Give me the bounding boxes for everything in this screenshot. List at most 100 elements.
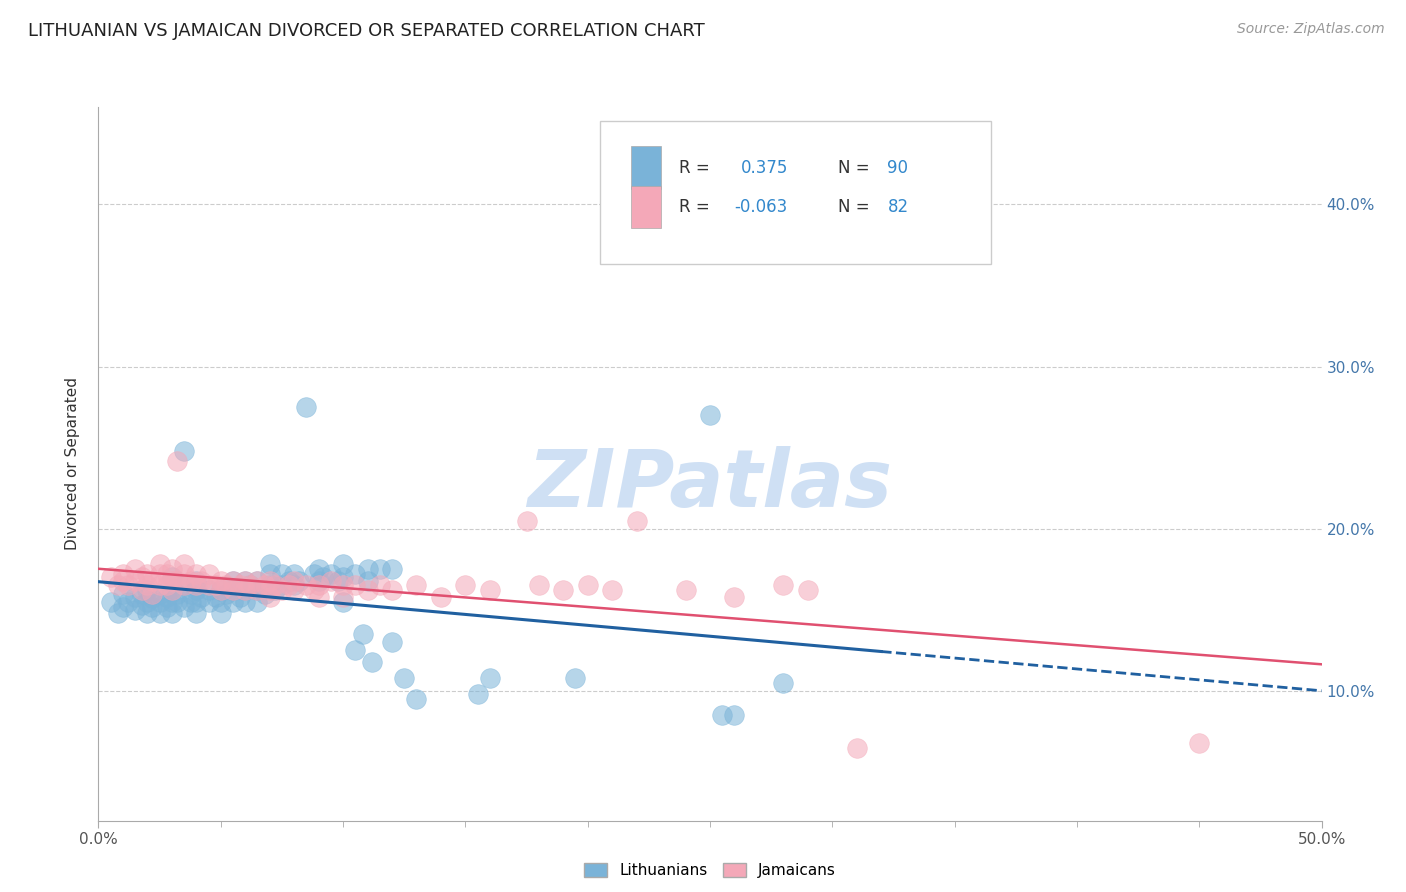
Point xyxy=(302,567,325,582)
Point xyxy=(160,583,183,598)
Point xyxy=(209,595,232,609)
Point xyxy=(111,586,134,600)
Point xyxy=(312,570,335,584)
Point xyxy=(197,578,219,592)
Text: 0.375: 0.375 xyxy=(741,159,787,177)
Point xyxy=(233,574,256,588)
Point xyxy=(160,570,183,584)
Point xyxy=(332,578,354,592)
Point xyxy=(131,598,153,612)
Point xyxy=(845,740,868,755)
Point xyxy=(180,595,202,609)
Point xyxy=(233,574,256,588)
Point xyxy=(454,578,477,592)
Point xyxy=(156,590,179,604)
Point xyxy=(186,606,208,620)
Point xyxy=(149,595,172,609)
Point xyxy=(381,562,404,576)
Point xyxy=(381,635,404,649)
Point xyxy=(149,578,172,592)
Point xyxy=(173,599,195,614)
Point xyxy=(600,583,623,598)
Text: ZIPatlas: ZIPatlas xyxy=(527,446,893,524)
Point xyxy=(253,586,276,600)
Point xyxy=(136,583,159,598)
Point xyxy=(131,583,153,598)
Point xyxy=(149,567,172,582)
Point xyxy=(166,574,188,588)
Point xyxy=(283,583,305,598)
Point xyxy=(131,586,153,600)
Point xyxy=(149,606,172,620)
Point xyxy=(263,578,285,592)
Point xyxy=(259,578,281,592)
Point xyxy=(131,570,153,584)
Point xyxy=(308,574,330,588)
Point xyxy=(332,590,354,604)
Point xyxy=(124,574,146,588)
Point xyxy=(209,606,232,620)
Point xyxy=(405,578,427,592)
Legend: Lithuanians, Jamaicans: Lithuanians, Jamaicans xyxy=(578,857,842,884)
Point xyxy=(186,567,208,582)
Point xyxy=(222,574,245,588)
Point xyxy=(239,578,262,592)
Point xyxy=(527,578,550,592)
Point xyxy=(368,578,391,592)
Point xyxy=(166,595,188,609)
Point xyxy=(283,574,305,588)
Point xyxy=(253,578,276,592)
Point xyxy=(229,590,252,604)
Text: R =: R = xyxy=(679,159,716,177)
Point xyxy=(136,606,159,620)
Text: -0.063: -0.063 xyxy=(734,198,787,216)
Point xyxy=(259,567,281,582)
Point xyxy=(352,627,374,641)
Point xyxy=(467,687,489,701)
Point xyxy=(233,595,256,609)
Point xyxy=(141,599,163,614)
Point xyxy=(173,578,195,592)
Point xyxy=(699,408,721,422)
Point xyxy=(190,574,212,588)
Point xyxy=(222,595,245,609)
Text: LITHUANIAN VS JAMAICAN DIVORCED OR SEPARATED CORRELATION CHART: LITHUANIAN VS JAMAICAN DIVORCED OR SEPAR… xyxy=(28,22,704,40)
Point xyxy=(361,655,384,669)
Text: N =: N = xyxy=(838,159,876,177)
Point xyxy=(111,567,134,582)
Point xyxy=(392,671,416,685)
Point xyxy=(117,595,139,609)
Point xyxy=(302,583,325,598)
Point xyxy=(197,595,219,609)
Point xyxy=(149,558,172,572)
Point xyxy=(205,578,228,592)
Point xyxy=(160,562,183,576)
FancyBboxPatch shape xyxy=(630,186,661,228)
Text: N =: N = xyxy=(838,198,876,216)
Point xyxy=(478,671,501,685)
Point xyxy=(124,590,146,604)
Point xyxy=(246,595,269,609)
Point xyxy=(229,578,252,592)
Point xyxy=(160,574,183,588)
Point xyxy=(156,567,179,582)
Point xyxy=(270,567,294,582)
Point xyxy=(209,574,232,588)
Point xyxy=(160,606,183,620)
Point xyxy=(356,574,378,588)
Text: R =: R = xyxy=(679,198,716,216)
Point xyxy=(222,574,245,588)
Point xyxy=(278,574,301,588)
Point xyxy=(141,591,163,606)
Point xyxy=(173,567,195,582)
Point xyxy=(190,590,212,604)
Point xyxy=(332,570,354,584)
Point xyxy=(356,562,378,576)
Point xyxy=(270,578,294,592)
Text: 82: 82 xyxy=(887,198,908,216)
FancyBboxPatch shape xyxy=(600,121,991,264)
Point xyxy=(186,595,208,609)
Point xyxy=(136,578,159,592)
Point xyxy=(173,443,195,458)
Point xyxy=(111,574,134,588)
